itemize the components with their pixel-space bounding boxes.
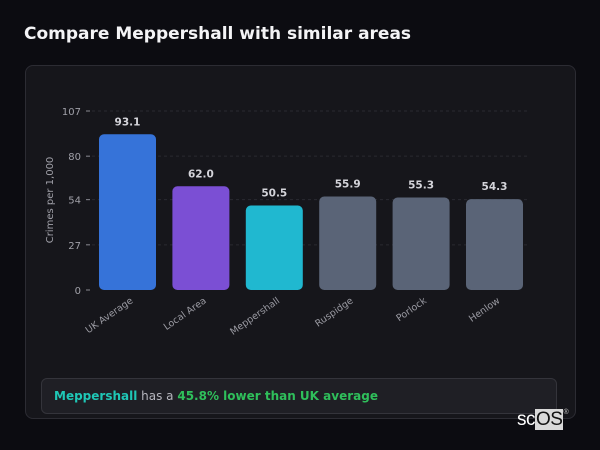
bar-value-label: 62.0: [188, 168, 214, 180]
y-tick-label: 27: [68, 241, 81, 252]
bar-value-label: 93.1: [115, 116, 141, 128]
summary-area: Meppershall: [54, 389, 138, 403]
bar-uk-average: [99, 134, 156, 290]
y-axis-label: Crimes per 1,000: [45, 157, 56, 244]
x-tick-label: Meppershall: [228, 295, 282, 337]
summary-box: Meppershall has a 45.8% lower than UK av…: [41, 378, 557, 414]
bar-value-label: 54.3: [482, 181, 508, 193]
scos-logo: scOS®: [517, 409, 569, 430]
bar-henlow: [466, 199, 523, 290]
x-tick-label: Henlow: [467, 295, 502, 324]
bar-meppershall: [245, 205, 303, 290]
page-title: Compare Meppershall with similar areas: [24, 24, 412, 44]
bar-porlock: [392, 197, 450, 290]
bar-value-label: 50.5: [261, 188, 287, 200]
bar-value-label: 55.3: [408, 179, 434, 191]
y-tick-label: 107: [62, 107, 81, 118]
x-tick-label: Porlock: [394, 295, 429, 324]
bar-value-label: 55.9: [335, 178, 361, 190]
bar-ruspidge: [319, 196, 377, 290]
bar-local-area: [172, 186, 230, 290]
x-tick-label: UK Average: [84, 295, 136, 336]
x-tick-label: Ruspidge: [313, 295, 355, 329]
x-tick-label: Local Area: [162, 295, 209, 332]
summary-text: has a: [137, 389, 178, 403]
y-tick-label: 54: [68, 196, 81, 207]
y-tick-label: 80: [68, 152, 81, 163]
y-tick-label: 0: [75, 286, 81, 297]
summary-comparison: 45.8% lower than UK average: [177, 389, 378, 403]
